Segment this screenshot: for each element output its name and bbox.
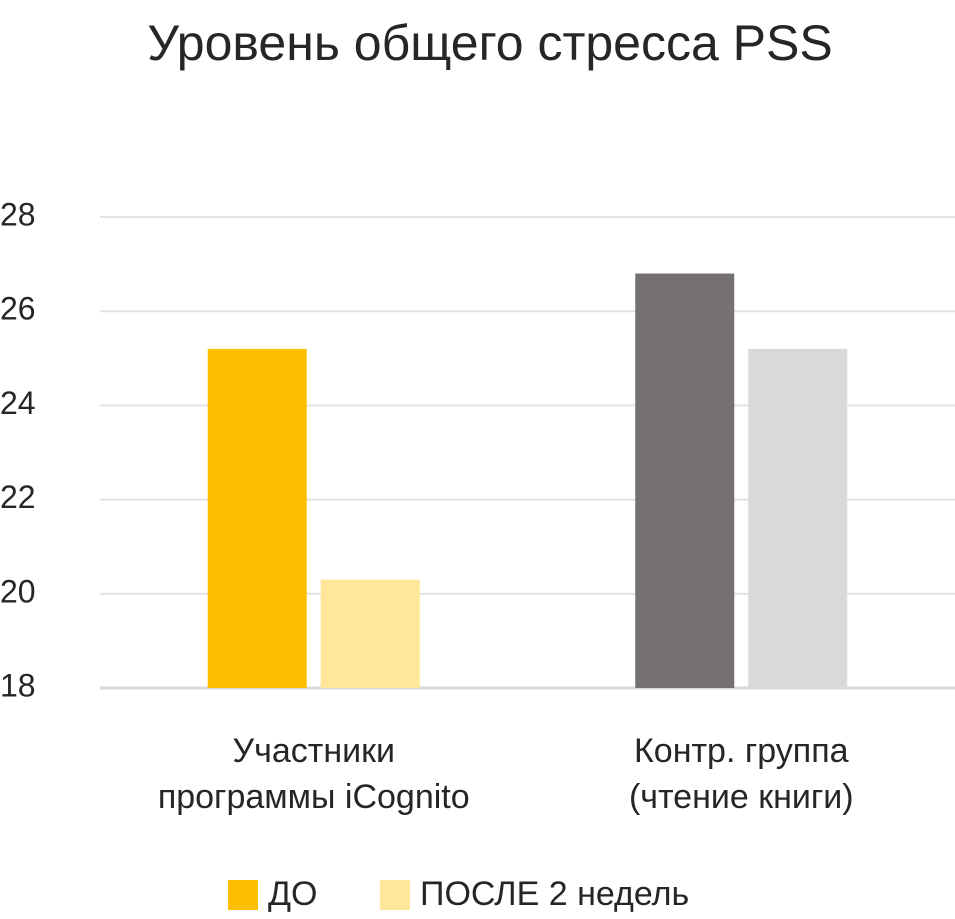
- bar: [207, 348, 307, 688]
- x-tick-label-line: Участники: [232, 732, 395, 770]
- bar: [635, 273, 735, 688]
- y-tick-label: 24: [0, 385, 36, 421]
- y-tick-label: 26: [0, 291, 36, 327]
- x-tick-label: Контр. группа (чтение книги): [521, 728, 955, 820]
- x-tick-label: Участники программы iCognito: [94, 728, 534, 820]
- legend-label: ПОСЛЕ 2 недель: [420, 875, 689, 913]
- y-tick-label: 28: [0, 196, 36, 232]
- y-tick-label: 20: [0, 573, 36, 609]
- bar: [320, 579, 420, 688]
- bar: [748, 348, 848, 688]
- legend-label: ДО: [268, 875, 317, 913]
- y-tick-label: 18: [0, 667, 36, 703]
- x-tick-label-line: (чтение книги): [628, 778, 854, 816]
- chart-title: Уровень общего стресса PSS: [147, 15, 833, 71]
- x-tick-label-line: программы iCognito: [157, 778, 470, 816]
- legend-swatch: [228, 880, 258, 910]
- y-tick-label: 22: [0, 479, 36, 515]
- x-tick-label-line: Контр. группа: [633, 732, 849, 770]
- legend-swatch: [380, 880, 410, 910]
